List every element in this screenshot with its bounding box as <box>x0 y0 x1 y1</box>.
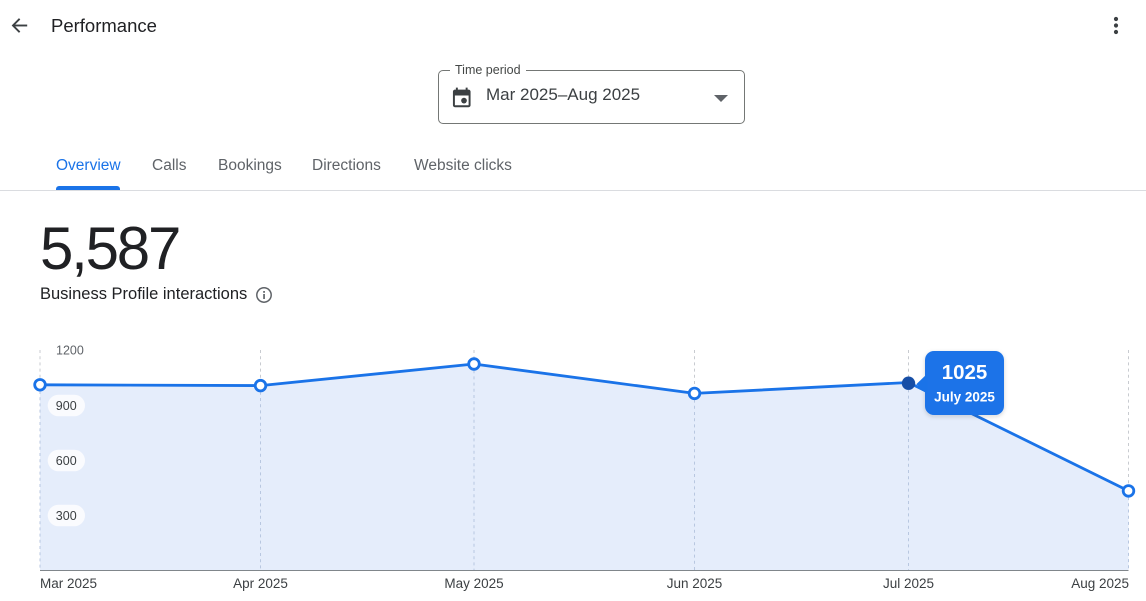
svg-text:Jul 2025: Jul 2025 <box>883 576 934 591</box>
svg-text:Mar 2025: Mar 2025 <box>40 576 97 591</box>
svg-text:300: 300 <box>56 509 77 523</box>
svg-text:600: 600 <box>56 454 77 468</box>
svg-text:1025: 1025 <box>942 361 988 384</box>
svg-text:1200: 1200 <box>56 344 84 358</box>
svg-text:Apr 2025: Apr 2025 <box>233 576 288 591</box>
svg-text:May 2025: May 2025 <box>444 576 503 591</box>
svg-text:July 2025: July 2025 <box>934 390 995 405</box>
svg-text:Aug 2025: Aug 2025 <box>1071 576 1129 591</box>
svg-text:Jun 2025: Jun 2025 <box>667 576 723 591</box>
svg-text:900: 900 <box>56 399 77 413</box>
